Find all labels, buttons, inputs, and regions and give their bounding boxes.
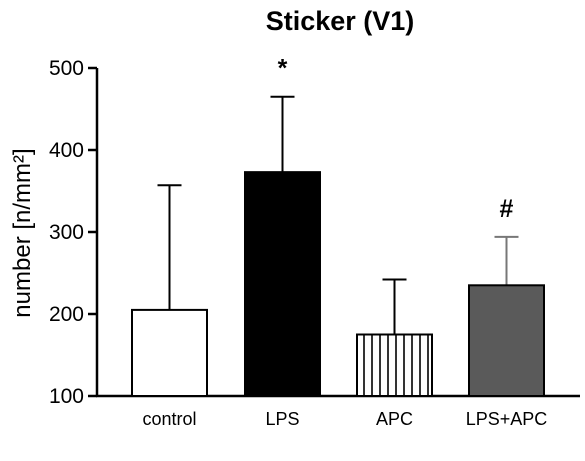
significance-marker: * [278, 55, 288, 83]
bar [469, 285, 544, 396]
bar [245, 172, 320, 396]
plot-area: 100 200 300 400 500 control LPS * APC LPS+APC # [49, 55, 580, 429]
x-tick-label: control [142, 409, 196, 429]
x-tick-label: APC [376, 409, 413, 429]
chart-title: Sticker (V1) [266, 6, 415, 36]
y-tick-label: 400 [49, 139, 84, 162]
y-tick-label: 100 [49, 385, 84, 408]
bar [132, 310, 207, 396]
x-tick-label: LPS [265, 409, 299, 429]
bar [357, 335, 432, 397]
significance-marker: # [500, 195, 514, 223]
y-tick-label: 500 [49, 57, 84, 80]
y-tick-label: 200 [49, 303, 84, 326]
x-tick-label: LPS+APC [466, 409, 548, 429]
y-axis-label: number [n/mm²] [9, 148, 36, 317]
y-tick-label: 300 [49, 221, 84, 244]
